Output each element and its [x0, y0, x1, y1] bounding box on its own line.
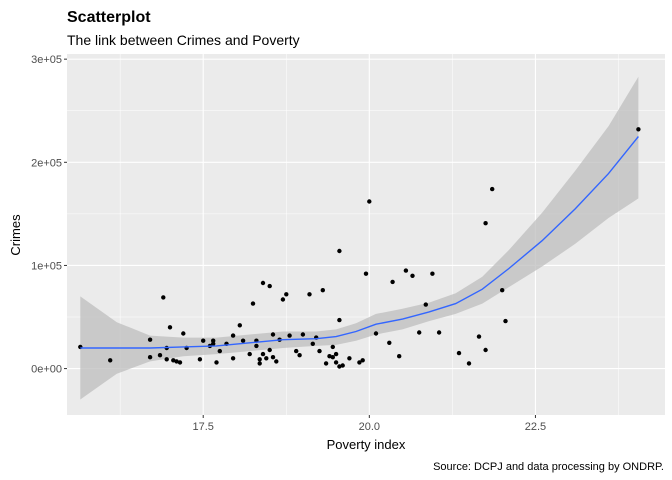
data-point	[300, 332, 306, 337]
data-point	[423, 302, 428, 307]
data-point	[373, 331, 379, 336]
data-point	[337, 364, 342, 369]
data-point	[636, 127, 641, 132]
data-points	[78, 127, 641, 369]
data-point	[297, 353, 302, 358]
x-tick-label: 22.5	[525, 421, 546, 433]
data-point	[147, 337, 153, 342]
chart-title: Scatterplot	[67, 9, 151, 26]
data-point	[390, 279, 395, 285]
data-point	[211, 338, 216, 343]
chart-subtitle: The link between Crimes and Poverty	[67, 32, 300, 48]
data-point	[310, 341, 315, 346]
smooth-trend-line	[80, 136, 639, 349]
y-tick-label: 3e+05	[31, 54, 62, 66]
data-point	[164, 357, 169, 362]
chart-caption: Source: DCPJ and data processing by ONDR…	[433, 461, 664, 473]
data-point	[333, 351, 339, 357]
data-point	[483, 347, 488, 353]
data-point	[217, 348, 222, 354]
data-point	[436, 330, 442, 335]
y-axis: 0e+00 1e+05 2e+05 3e+05	[31, 54, 67, 376]
y-axis-title: Crimes	[8, 214, 23, 256]
confidence-band	[80, 76, 639, 400]
data-point	[211, 341, 216, 346]
data-point	[337, 317, 342, 323]
data-point	[357, 360, 362, 365]
data-point	[254, 343, 259, 349]
data-point	[363, 271, 369, 276]
data-point	[230, 333, 236, 338]
data-point	[214, 360, 219, 365]
data-point	[340, 363, 345, 368]
data-point	[267, 283, 272, 289]
data-point	[323, 361, 329, 366]
data-point	[230, 356, 236, 361]
y-tick-label: 2e+05	[31, 157, 62, 169]
data-point	[330, 344, 335, 350]
data-point	[490, 186, 495, 192]
data-point	[237, 323, 242, 328]
data-point	[417, 330, 422, 335]
data-point	[320, 288, 325, 293]
data-point	[260, 280, 266, 286]
y-tick-label: 1e+05	[31, 260, 62, 272]
data-point	[466, 361, 472, 366]
x-axis-title: Poverty index	[327, 437, 406, 452]
data-point	[250, 301, 256, 306]
data-point	[260, 351, 266, 357]
data-point	[360, 358, 365, 363]
data-point	[270, 355, 276, 360]
data-point	[430, 271, 435, 276]
data-point	[280, 297, 286, 302]
data-point	[267, 347, 272, 353]
data-point	[483, 221, 488, 226]
data-point	[287, 333, 292, 338]
data-point	[330, 355, 335, 360]
data-point	[181, 331, 186, 336]
data-point	[294, 348, 299, 354]
data-point	[397, 354, 402, 359]
data-point	[456, 350, 462, 356]
data-point	[257, 357, 262, 362]
data-point	[174, 359, 179, 364]
data-point	[167, 325, 173, 330]
data-point	[410, 273, 415, 278]
data-point	[197, 357, 203, 362]
data-point	[307, 292, 312, 297]
y-tick-label: 0e+00	[31, 364, 62, 376]
data-point	[337, 248, 342, 254]
data-point	[476, 334, 482, 339]
data-point	[270, 332, 276, 337]
data-point	[177, 360, 183, 365]
data-point	[347, 356, 352, 361]
data-point	[367, 199, 372, 204]
x-tick-label: 20.0	[359, 421, 380, 433]
data-point	[274, 359, 279, 364]
data-point	[264, 356, 269, 361]
data-point	[108, 358, 113, 363]
data-point	[240, 338, 246, 343]
x-tick-label: 17.5	[193, 421, 214, 433]
data-point	[257, 361, 262, 366]
data-point	[284, 292, 289, 297]
data-point	[157, 353, 163, 358]
data-point	[327, 354, 332, 359]
data-point	[403, 268, 409, 273]
data-point	[387, 340, 392, 345]
data-point	[317, 348, 322, 354]
data-point	[333, 360, 339, 365]
data-point	[201, 338, 206, 343]
x-axis: 17.5 20.0 22.5	[193, 415, 546, 433]
data-point	[161, 295, 166, 300]
data-point	[500, 288, 505, 293]
data-point	[147, 355, 153, 360]
data-point	[171, 358, 176, 363]
data-point	[503, 318, 508, 324]
data-point	[247, 351, 252, 357]
